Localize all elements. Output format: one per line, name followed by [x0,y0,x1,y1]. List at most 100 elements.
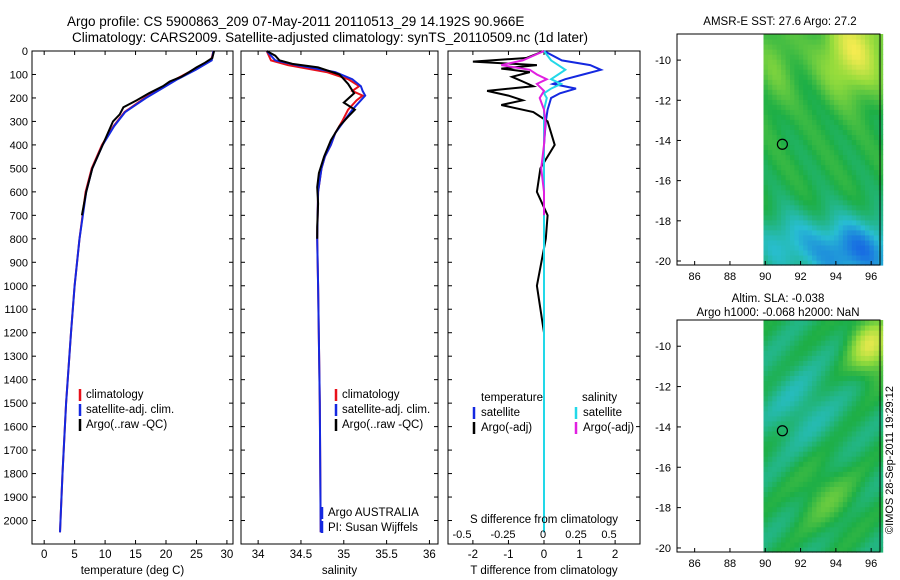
heatmap-cell [790,174,795,181]
heatmap-cell [842,441,848,447]
heatmap-cell [856,335,862,341]
heatmap-cell [873,104,879,110]
heatmap-cell [869,400,875,407]
heatmap-cell [842,320,848,326]
heatmap-cell [856,456,862,462]
heatmap-cell [873,355,879,361]
heatmap-cell [865,134,870,140]
heatmap-cell [825,144,831,151]
heatmap-cell [834,431,840,437]
heatmap-cell [842,486,848,492]
heatmap-cell [798,340,804,346]
heatmap-cell [820,39,826,45]
heatmap-cell [772,446,778,452]
heatmap-cell [812,104,817,110]
heatmap-cell [856,390,862,397]
heatmap-cell [776,84,782,90]
heatmap-cell [873,456,879,462]
heatmap-cell [816,89,822,95]
heatmap-cell [798,64,804,70]
heatmap-cell [812,189,817,196]
heatmap-cell [798,456,804,462]
heatmap-cell [851,526,857,533]
heatmap-cell [798,491,804,498]
heatmap-cell [794,159,800,166]
heatmap-cell [869,139,875,146]
heatmap-cell [825,496,831,503]
heatmap-cell [785,194,791,201]
heatmap-cell [865,59,870,65]
heatmap-cell [878,531,884,538]
heatmap-cell [856,501,862,508]
heatmap-cell [812,214,817,221]
heatmap-cell [776,390,782,397]
heatmap-cell [851,547,857,553]
heatmap-cell [838,415,844,422]
heatmap-cell [820,249,826,256]
heatmap-cell [834,224,840,231]
heatmap-cell [856,536,862,543]
heatmap-cell [878,234,884,241]
heatmap-cell [860,129,866,135]
heatmap-cell [825,425,831,432]
heatmap-cell [865,481,870,487]
heatmap-cell [790,456,795,462]
heatmap-cell [842,114,848,120]
heatmap-cell [869,436,875,442]
heatmap-cell [798,149,804,156]
heatmap-cell [767,184,773,191]
heatmap-cell [842,481,848,487]
heatmap-cell [869,260,875,266]
heatmap-cell [834,395,840,402]
y-tick-label: -14 [655,135,671,147]
heatmap-cell [838,184,844,191]
heatmap-cell [856,526,862,533]
heatmap-cell [816,179,822,186]
heatmap-cell [767,405,773,412]
heatmap-cell [851,410,857,417]
heatmap-cell [842,511,848,518]
heatmap-cell [851,466,857,472]
heatmap-cell [842,526,848,533]
heatmap-cell [763,436,769,442]
heatmap-cell [825,446,831,452]
heatmap-cell [825,436,831,442]
heatmap-cell [781,209,787,216]
heatmap-cell [860,209,866,216]
heatmap-cell [869,345,875,351]
heatmap-cell [816,119,822,125]
heatmap-cell [790,415,795,422]
heatmap-cell [798,486,804,492]
heatmap-cell [869,486,875,492]
heatmap-cell [851,239,857,246]
legend-label: satellite [481,407,520,419]
heatmap-cell [873,390,879,397]
heatmap-cell [825,59,831,65]
heatmap-cell [763,59,769,65]
heatmap-cell [763,420,769,427]
heatmap-cell [878,410,884,417]
heatmap-cell [790,99,795,105]
heatmap-cell [856,471,862,477]
heatmap-cell [825,511,831,518]
heatmap-cell [865,355,870,361]
heatmap-cell [790,109,795,115]
heatmap-cell [816,39,822,45]
heatmap-cell [763,104,769,110]
heatmap-cell [794,400,800,407]
heatmap-cell [767,219,773,226]
heatmap-cell [785,239,791,246]
heatmap-cell [812,536,817,543]
heatmap-cell [816,194,822,201]
heatmap-cell [829,154,835,161]
heatmap-cell [785,471,791,477]
heatmap-cell [842,224,848,231]
heatmap-cell [812,547,817,553]
heatmap-cell [851,149,857,156]
heatmap-cell [820,385,826,392]
heatmap-cell [851,486,857,492]
heatmap-cell [825,109,831,115]
heatmap-cell [851,511,857,518]
heatmap-cell [776,74,782,80]
heatmap-cell [856,104,862,110]
